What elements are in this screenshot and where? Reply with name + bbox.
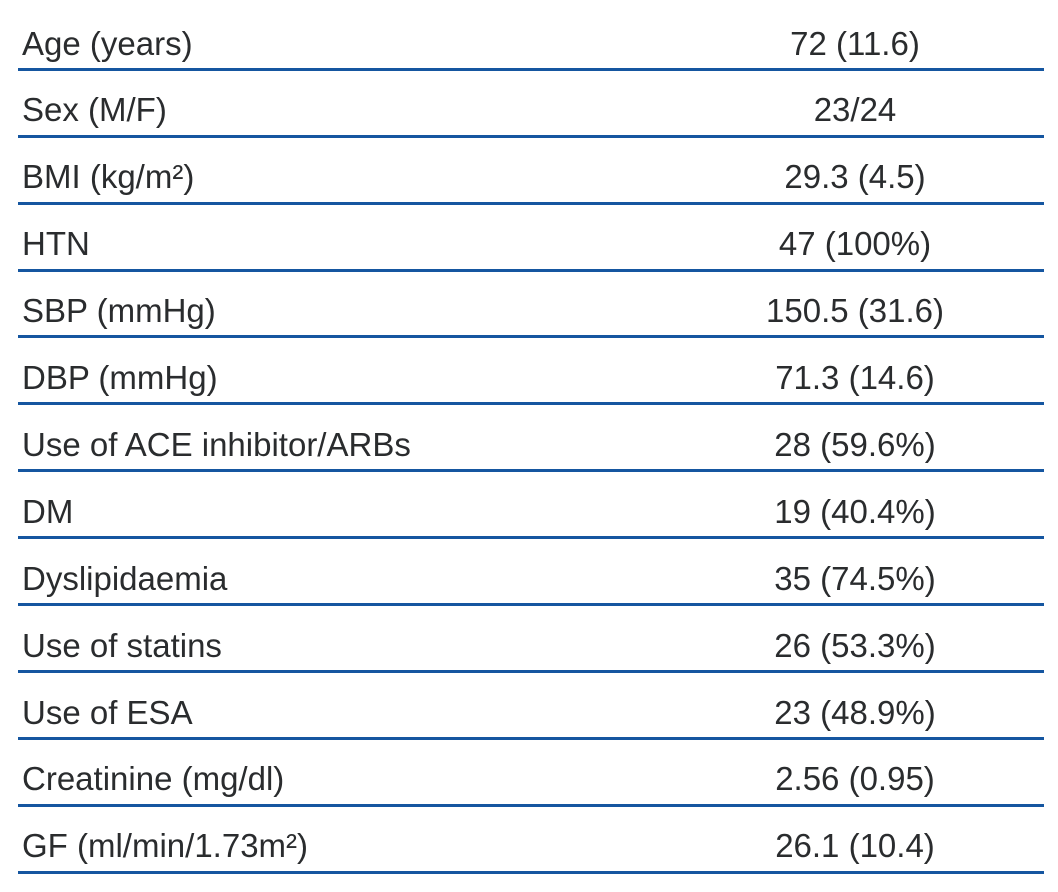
row-label: SBP (mmHg) xyxy=(22,292,216,330)
row-label: Use of ACE inhibitor/ARBs xyxy=(22,425,411,463)
row-value: 2.56 (0.95) xyxy=(775,760,935,798)
row-value: 29.3 (4.5) xyxy=(784,158,926,196)
row-value: 71.3 (14.6) xyxy=(775,359,935,397)
row-label: Use of statins xyxy=(22,626,222,664)
row-value: 28 (59.6%) xyxy=(774,425,936,463)
row-label: Creatinine (mg/dl) xyxy=(22,760,285,798)
row-value: 23/24 xyxy=(813,91,897,129)
table-row: HTN 47 (100%) xyxy=(18,205,1044,272)
row-value: 150.5 (31.6) xyxy=(766,292,944,330)
row-value: 23 (48.9%) xyxy=(774,693,936,731)
table-row: DBP (mmHg) 71.3 (14.6) xyxy=(18,338,1044,406)
table-row: SBP (mmHg) 150.5 (31.6) xyxy=(18,272,1044,339)
row-label: Use of ESA xyxy=(22,693,193,731)
table-row: Age (years) 72 (11.6) xyxy=(18,4,1044,71)
row-label: Age (years) xyxy=(22,24,193,62)
row-value: 72 (11.6) xyxy=(790,24,920,62)
row-label: HTN xyxy=(22,225,90,263)
row-value: 35 (74.5%) xyxy=(774,559,936,597)
table-row: Dyslipidaemia 35 (74.5%) xyxy=(18,539,1044,607)
table-row: Use of statins 26 (53.3%) xyxy=(18,606,1044,673)
row-value: 26.1 (10.4) xyxy=(775,827,935,865)
table-row: GF (ml/min/1.73m²) 26.1 (10.4) xyxy=(18,807,1044,874)
table-row: Use of ACE inhibitor/ARBs 28 (59.6%) xyxy=(18,405,1044,473)
row-label: Sex (M/F) xyxy=(22,91,167,129)
table-row: BMI (kg/m²) 29.3 (4.5) xyxy=(18,138,1044,205)
row-label: GF (ml/min/1.73m²) xyxy=(22,827,309,865)
row-value: 19 (40.4%) xyxy=(774,492,936,530)
row-value: 47 (100%) xyxy=(778,225,932,263)
row-label: DM xyxy=(22,492,74,530)
row-label: BMI (kg/m²) xyxy=(22,158,195,196)
row-label: Dyslipidaemia xyxy=(22,559,228,597)
table-row: Use of ESA 23 (48.9%) xyxy=(18,673,1044,740)
row-label: DBP (mmHg) xyxy=(22,359,218,397)
table-row: DM 19 (40.4%) xyxy=(18,472,1044,540)
row-value: 26 (53.3%) xyxy=(774,626,936,664)
table-row: Creatinine (mg/dl) 2.56 (0.95) xyxy=(18,740,1044,807)
characteristics-table: Age (years) 72 (11.6) Sex (M/F) 23/24 BM… xyxy=(18,0,1044,874)
table-row: Sex (M/F) 23/24 xyxy=(18,71,1044,138)
